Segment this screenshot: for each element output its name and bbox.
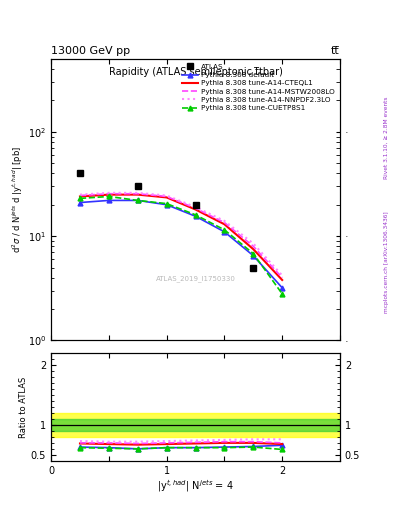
Text: Rapidity (ATLAS semileptonic t̅tbar): Rapidity (ATLAS semileptonic t̅tbar) [108, 67, 283, 77]
Pythia 8.308 tune-A14-MSTW2008LO [280, 274, 285, 281]
Pythia 8.308 tune-A14-NNPDF2.3LO [193, 204, 198, 210]
Bar [51, 419, 340, 431]
Pythia 8.308 tune-A14-CTEQL1 [164, 195, 169, 201]
Pythia 8.308 tune-A14-MSTW2008LO [251, 243, 256, 249]
Pythia 8.308 tune-A14-CTEQL1 [222, 221, 227, 227]
Bar [51, 413, 340, 437]
ATLAS [193, 202, 198, 208]
Pythia 8.308 tune-A14-CTEQL1 [280, 277, 285, 283]
Pythia 8.308 tune-A14-MSTW2008LO [136, 190, 140, 197]
Pythia 8.308 tune-CUETP8S1 [136, 197, 140, 203]
Pythia 8.308 tune-A14-NNPDF2.3LO [107, 190, 111, 196]
Text: mcplots.cern.ch [arXiv:1306.3436]: mcplots.cern.ch [arXiv:1306.3436] [384, 211, 389, 312]
Text: 13000 GeV pp: 13000 GeV pp [51, 46, 130, 56]
Pythia 8.308 default [280, 285, 285, 291]
Pythia 8.308 tune-A14-MSTW2008LO [222, 220, 227, 226]
Pythia 8.308 tune-A14-NNPDF2.3LO [222, 218, 227, 224]
Pythia 8.308 tune-A14-NNPDF2.3LO [78, 191, 83, 198]
Pythia 8.308 default [164, 202, 169, 208]
Text: tt̅: tt̅ [331, 46, 340, 56]
Pythia 8.308 tune-A14-MSTW2008LO [164, 194, 169, 200]
Pythia 8.308 tune-A14-MSTW2008LO [78, 193, 83, 199]
Pythia 8.308 tune-CUETP8S1 [107, 194, 111, 200]
Pythia 8.308 tune-A14-CTEQL1 [107, 191, 111, 198]
Pythia 8.308 tune-A14-NNPDF2.3LO [164, 193, 169, 199]
Line: Pythia 8.308 tune-CUETP8S1: Pythia 8.308 tune-CUETP8S1 [77, 194, 285, 296]
Pythia 8.308 tune-A14-CTEQL1 [251, 246, 256, 252]
Pythia 8.308 tune-CUETP8S1 [78, 196, 83, 202]
Pythia 8.308 tune-A14-NNPDF2.3LO [251, 241, 256, 247]
Text: ATLAS_2019_I1750330: ATLAS_2019_I1750330 [156, 275, 235, 282]
Pythia 8.308 tune-CUETP8S1 [222, 227, 227, 233]
Pythia 8.308 tune-A14-CTEQL1 [193, 206, 198, 212]
Line: ATLAS: ATLAS [77, 170, 257, 271]
Y-axis label: Ratio to ATLAS: Ratio to ATLAS [19, 376, 28, 438]
Pythia 8.308 tune-A14-NNPDF2.3LO [136, 190, 140, 196]
Y-axis label: d$^{2}$$\sigma$ / d N$^{jets}$ d |y$^{t,had}$| [pb]: d$^{2}$$\sigma$ / d N$^{jets}$ d |y$^{t,… [11, 146, 25, 253]
X-axis label: |y$^{t,had}$| N$^{jets}$ = 4: |y$^{t,had}$| N$^{jets}$ = 4 [157, 478, 234, 494]
Line: Pythia 8.308 tune-A14-MSTW2008LO: Pythia 8.308 tune-A14-MSTW2008LO [80, 194, 282, 278]
Line: Pythia 8.308 tune-A14-CTEQL1: Pythia 8.308 tune-A14-CTEQL1 [80, 195, 282, 280]
ATLAS [136, 183, 140, 189]
Pythia 8.308 tune-A14-MSTW2008LO [107, 190, 111, 197]
Pythia 8.308 tune-CUETP8S1 [280, 291, 285, 297]
Pythia 8.308 tune-CUETP8S1 [251, 250, 256, 257]
Pythia 8.308 default [107, 197, 111, 203]
Line: Pythia 8.308 default: Pythia 8.308 default [77, 198, 285, 290]
Pythia 8.308 tune-CUETP8S1 [164, 201, 169, 207]
Pythia 8.308 tune-A14-NNPDF2.3LO [280, 272, 285, 279]
Pythia 8.308 default [136, 197, 140, 203]
ATLAS [251, 265, 256, 271]
ATLAS [78, 170, 83, 177]
Legend: ATLAS, Pythia 8.308 default, Pythia 8.308 tune-A14-CTEQL1, Pythia 8.308 tune-A14: ATLAS, Pythia 8.308 default, Pythia 8.30… [180, 61, 338, 114]
Pythia 8.308 tune-CUETP8S1 [193, 212, 198, 218]
Line: Pythia 8.308 tune-A14-NNPDF2.3LO: Pythia 8.308 tune-A14-NNPDF2.3LO [80, 193, 282, 275]
Text: Rivet 3.1.10, ≥ 2.8M events: Rivet 3.1.10, ≥ 2.8M events [384, 96, 389, 179]
Pythia 8.308 tune-A14-CTEQL1 [78, 194, 83, 200]
Pythia 8.308 tune-A14-CTEQL1 [136, 191, 140, 198]
Pythia 8.308 default [251, 252, 256, 259]
Pythia 8.308 tune-A14-MSTW2008LO [193, 205, 198, 211]
Pythia 8.308 default [222, 229, 227, 235]
Pythia 8.308 default [78, 200, 83, 206]
Pythia 8.308 default [193, 213, 198, 219]
